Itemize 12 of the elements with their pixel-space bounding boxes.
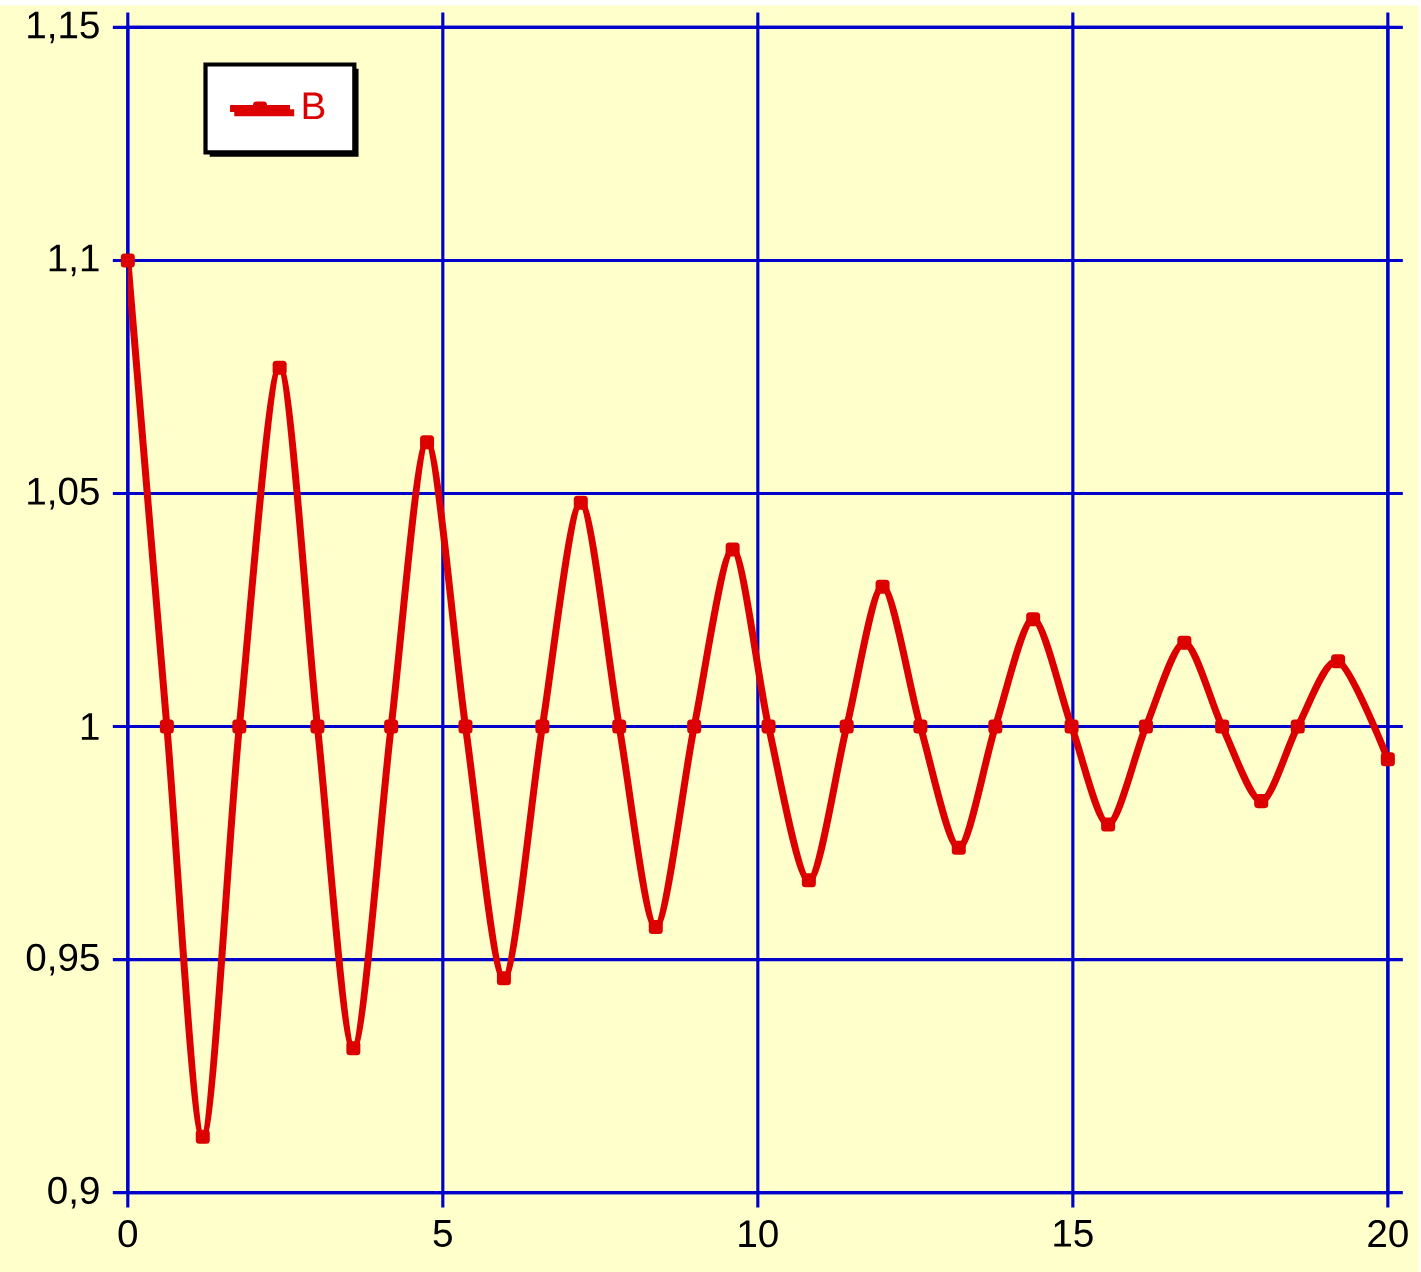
y-tick-label: 1,15 bbox=[28, 11, 99, 43]
x-tick-label: 5 bbox=[433, 1219, 452, 1247]
x-tick-label: 10 bbox=[739, 1219, 778, 1248]
y-tick-label: 1,05 bbox=[28, 477, 99, 510]
x-tick-label: 0 bbox=[118, 1219, 137, 1248]
x-tick-label: 15 bbox=[1054, 1219, 1093, 1247]
y-tick-label: 0,95 bbox=[26, 943, 99, 976]
y-tick-label: 1 bbox=[81, 713, 99, 740]
legend-label: B bbox=[303, 92, 325, 119]
x-tick-label: 20 bbox=[1368, 1219, 1408, 1248]
y-tick-label: 0,9 bbox=[48, 1176, 99, 1209]
y-tick-label: 1,1 bbox=[49, 244, 99, 276]
